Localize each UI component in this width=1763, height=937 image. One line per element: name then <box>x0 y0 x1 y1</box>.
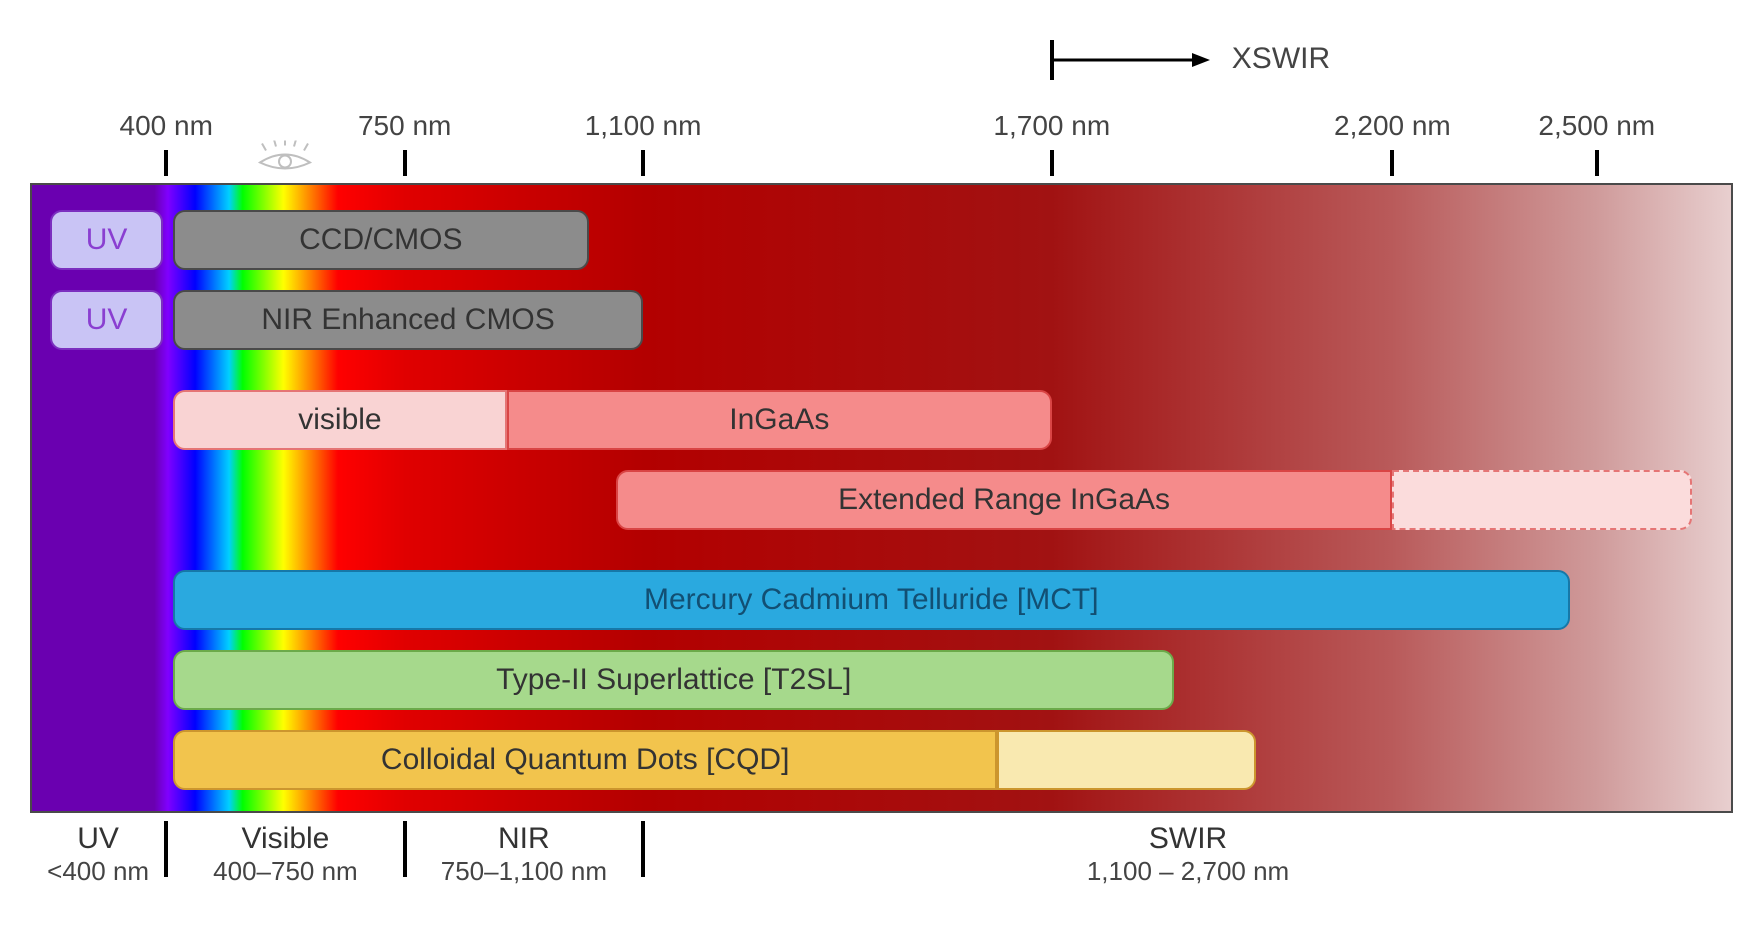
axis-tick-mark <box>1050 150 1054 176</box>
detector-band: CCD/CMOS <box>173 210 589 270</box>
axis-tick-mark <box>164 150 168 176</box>
region-range: 400–750 nm <box>213 856 358 887</box>
region-name: NIR <box>441 822 607 856</box>
region-label-group: SWIR1,100 – 2,700 nm <box>1087 822 1289 887</box>
region-separator <box>403 821 407 877</box>
detector-band: UV <box>50 210 162 270</box>
axis-tick-label: 2,500 nm <box>1538 110 1655 142</box>
detector-band: InGaAs <box>507 390 1052 450</box>
axis-tick-label: 750 nm <box>358 110 451 142</box>
region-range: 750–1,100 nm <box>441 856 607 887</box>
region-separator <box>641 821 645 877</box>
detector-band <box>1392 470 1692 530</box>
axis-tick-label: 1,700 nm <box>993 110 1110 142</box>
detector-band: Mercury Cadmium Telluride [MCT] <box>173 570 1569 630</box>
region-separator <box>164 821 168 877</box>
detector-band: Extended Range InGaAs <box>616 470 1393 530</box>
axis-tick-mark <box>1390 150 1394 176</box>
axis-tick-mark <box>403 150 407 176</box>
region-range: <400 nm <box>47 856 149 887</box>
detector-band: Colloidal Quantum Dots [CQD] <box>173 730 997 790</box>
axis-tick-label: 2,200 nm <box>1334 110 1451 142</box>
region-name: UV <box>47 822 149 856</box>
diagram-root: 400 nm 750 nm 1,100 nm 1,700 nm 2,200 nm 2,50… <box>0 0 1763 937</box>
axis-tick-mark <box>1595 150 1599 176</box>
detector-band: Type-II Superlattice [T2SL] <box>173 650 1174 710</box>
axis-tick-label: 1,100 nm <box>585 110 702 142</box>
axis-tick-mark <box>641 150 645 176</box>
region-name: SWIR <box>1087 822 1289 856</box>
detector-band: visible <box>173 390 507 450</box>
detector-band: NIR Enhanced CMOS <box>173 290 643 350</box>
eye-icon <box>256 141 314 180</box>
region-range: 1,100 – 2,700 nm <box>1087 856 1289 887</box>
region-label-group: UV<400 nm <box>47 822 149 887</box>
region-label-group: Visible400–750 nm <box>213 822 358 887</box>
axis-tick-label: 400 nm <box>120 110 213 142</box>
xswir-label: XSWIR <box>1232 42 1330 76</box>
detector-band: UV <box>50 290 162 350</box>
region-name: Visible <box>213 822 358 856</box>
xswir-arrow-icon <box>1052 50 1212 75</box>
detector-band <box>997 730 1256 790</box>
region-label-group: NIR750–1,100 nm <box>441 822 607 887</box>
